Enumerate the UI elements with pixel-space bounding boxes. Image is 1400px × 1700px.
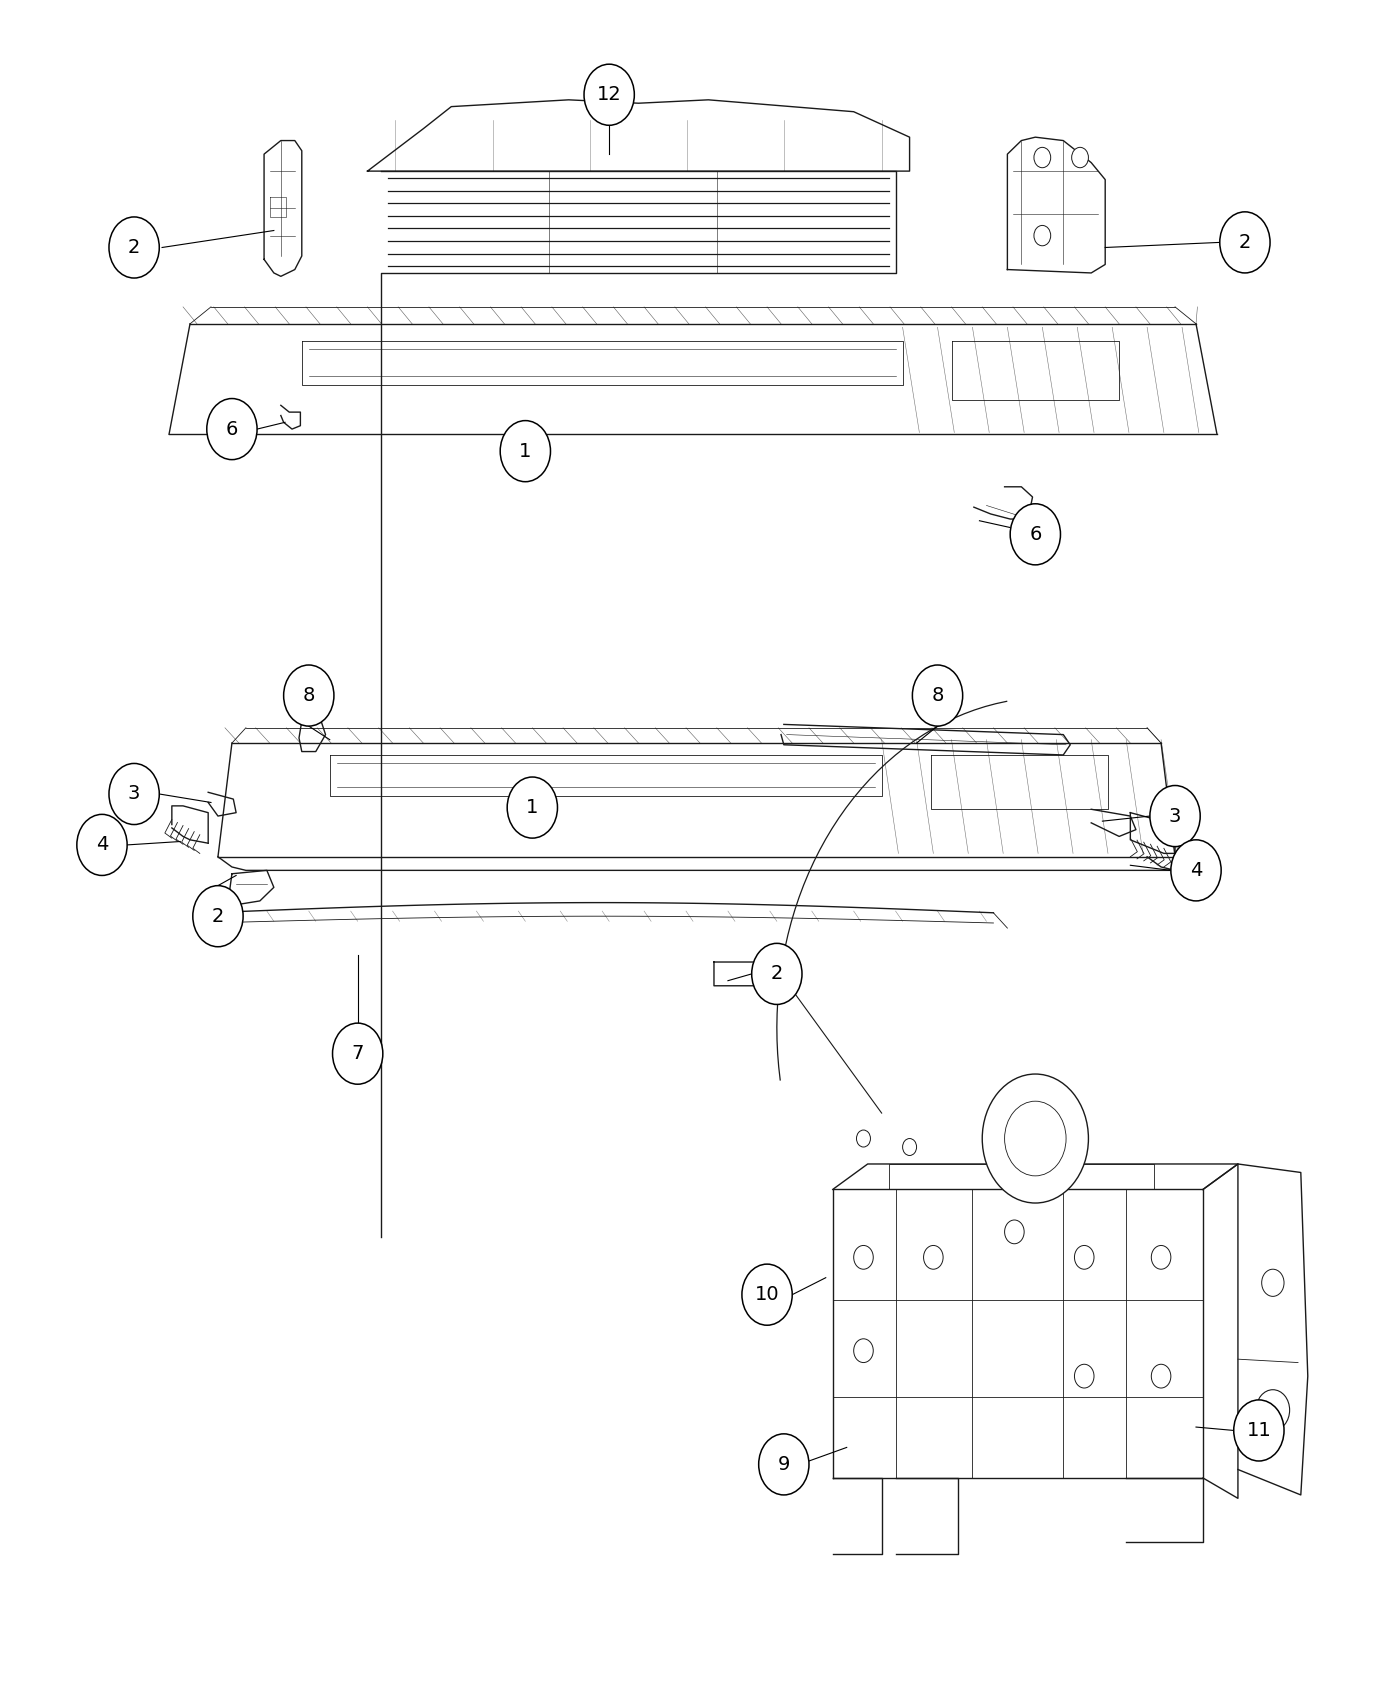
Text: 1: 1 (519, 442, 532, 461)
Circle shape (1170, 840, 1221, 901)
Text: 12: 12 (596, 85, 622, 104)
Text: 2: 2 (211, 906, 224, 926)
Text: 6: 6 (225, 420, 238, 439)
Text: 8: 8 (302, 687, 315, 706)
Text: 3: 3 (127, 784, 140, 804)
Circle shape (284, 665, 335, 726)
Text: 6: 6 (1029, 525, 1042, 544)
Circle shape (1005, 1102, 1065, 1176)
Text: 4: 4 (95, 835, 108, 855)
Circle shape (1151, 1365, 1170, 1387)
Circle shape (207, 398, 258, 459)
Circle shape (854, 1340, 874, 1363)
Circle shape (333, 1023, 382, 1085)
Circle shape (1071, 148, 1088, 168)
Circle shape (1005, 1221, 1025, 1244)
Text: 9: 9 (777, 1455, 790, 1474)
Text: 7: 7 (351, 1044, 364, 1062)
Circle shape (1011, 503, 1060, 564)
Circle shape (1035, 148, 1051, 168)
Text: 2: 2 (1239, 233, 1252, 252)
Text: 11: 11 (1246, 1421, 1271, 1440)
Text: 2: 2 (770, 964, 783, 983)
Circle shape (1149, 785, 1200, 847)
Circle shape (500, 420, 550, 481)
Circle shape (752, 944, 802, 1005)
Text: 8: 8 (931, 687, 944, 706)
Circle shape (742, 1265, 792, 1326)
Text: 1: 1 (526, 797, 539, 818)
Circle shape (109, 763, 160, 824)
Circle shape (507, 777, 557, 838)
Circle shape (903, 1139, 917, 1156)
Text: 10: 10 (755, 1285, 780, 1304)
Text: 2: 2 (127, 238, 140, 257)
Circle shape (924, 1246, 944, 1270)
Circle shape (1035, 226, 1051, 246)
Circle shape (1074, 1246, 1093, 1270)
Circle shape (1256, 1389, 1289, 1430)
Circle shape (1151, 1246, 1170, 1270)
Circle shape (913, 665, 963, 726)
Circle shape (584, 65, 634, 126)
Circle shape (1233, 1399, 1284, 1460)
Text: 3: 3 (1169, 806, 1182, 826)
Circle shape (983, 1074, 1088, 1204)
Circle shape (109, 218, 160, 279)
Circle shape (1219, 212, 1270, 274)
Text: 4: 4 (1190, 860, 1203, 881)
Circle shape (857, 1130, 871, 1148)
Circle shape (759, 1433, 809, 1494)
Circle shape (193, 886, 244, 947)
Circle shape (1261, 1270, 1284, 1297)
Circle shape (1074, 1365, 1093, 1387)
Circle shape (77, 814, 127, 876)
Circle shape (854, 1246, 874, 1270)
